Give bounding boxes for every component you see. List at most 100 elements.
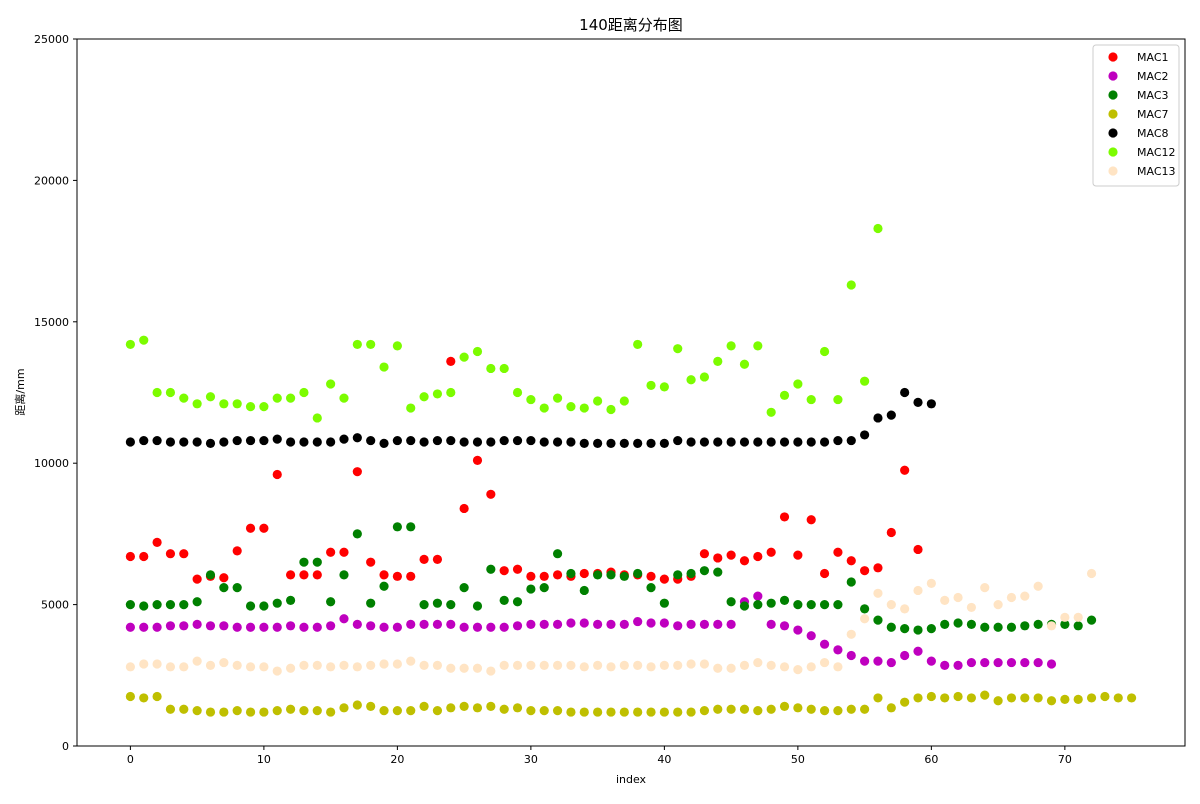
- point-mac8-46: [739, 437, 750, 447]
- point-mac8-20: [392, 435, 402, 446]
- y-tick-label-0: 0: [62, 740, 69, 753]
- point-mac2-49: [779, 621, 790, 631]
- point-mac13-30: [526, 660, 536, 671]
- point-mac2-44: [713, 619, 723, 629]
- point-mac12-50: [793, 379, 803, 389]
- point-mac12-26: [472, 346, 483, 357]
- point-mac7-35: [593, 707, 603, 717]
- point-mac2-12: [285, 621, 296, 631]
- point-mac2-14: [312, 622, 322, 632]
- point-mac8-36: [606, 438, 616, 449]
- point-mac2-52: [819, 639, 830, 649]
- legend-marker-mac7: [1108, 109, 1118, 119]
- point-mac13-8: [232, 660, 242, 671]
- point-mac1-5: [192, 574, 202, 584]
- point-mac3-17: [352, 529, 362, 539]
- point-mac13-16: [339, 660, 349, 671]
- point-mac13-43: [699, 659, 710, 669]
- point-mac13-36: [606, 662, 616, 672]
- point-mac12-30: [526, 394, 536, 405]
- point-mac1-22: [419, 554, 429, 564]
- point-mac3-46: [739, 601, 750, 611]
- point-mac13-21: [406, 656, 416, 666]
- point-mac8-38: [633, 438, 643, 449]
- point-mac12-27: [486, 363, 496, 374]
- point-mac1-17: [352, 467, 362, 477]
- point-mac13-12: [285, 663, 296, 673]
- point-mac3-23: [432, 598, 443, 608]
- point-mac8-27: [486, 437, 496, 447]
- point-mac12-4: [179, 393, 189, 403]
- point-mac2-23: [432, 619, 443, 629]
- point-mac3-2: [152, 600, 162, 610]
- point-mac8-44: [713, 437, 723, 447]
- point-mac13-72: [1086, 568, 1097, 579]
- point-mac7-10: [259, 707, 269, 717]
- legend-label-mac13: MAC13: [1137, 165, 1176, 178]
- point-mac13-24: [446, 663, 456, 673]
- point-mac2-50: [793, 625, 803, 635]
- y-tick-label-1: 5000: [41, 599, 69, 612]
- x-tick-label-2: 20: [390, 753, 404, 766]
- point-mac12-15: [326, 379, 336, 389]
- point-mac13-40: [659, 660, 669, 671]
- point-mac12-37: [619, 396, 629, 406]
- point-mac8-53: [833, 435, 843, 446]
- point-mac7-63: [966, 693, 977, 703]
- point-mac2-0: [125, 622, 135, 632]
- point-mac8-22: [419, 437, 429, 447]
- point-mac7-7: [219, 707, 229, 717]
- legend: MAC1 MAC2 MAC3 MAC7 MAC8 MAC12 MAC13: [1092, 44, 1180, 187]
- point-mac13-4: [179, 662, 189, 672]
- point-mac3-38: [633, 568, 643, 579]
- point-mac3-68: [1033, 619, 1043, 629]
- point-mac13-7: [219, 657, 229, 668]
- point-mac13-45: [726, 663, 736, 673]
- series-mac2: [125, 591, 1057, 671]
- point-mac12-5: [192, 399, 202, 409]
- point-mac8-12: [285, 437, 296, 447]
- point-mac13-20: [392, 659, 402, 669]
- point-mac13-70: [1060, 612, 1070, 622]
- point-mac7-29: [512, 703, 523, 713]
- y-tick-label-3: 15000: [34, 316, 69, 329]
- point-mac12-1: [139, 335, 149, 345]
- point-mac1-21: [406, 571, 416, 581]
- point-mac7-16: [339, 703, 349, 713]
- point-mac3-35: [593, 570, 603, 580]
- point-mac1-11: [272, 469, 282, 480]
- point-mac13-49: [779, 662, 790, 672]
- point-mac3-31: [539, 583, 549, 593]
- point-mac3-34: [579, 585, 589, 596]
- point-mac1-40: [659, 574, 669, 584]
- point-mac13-37: [619, 660, 629, 671]
- point-mac8-49: [779, 437, 790, 447]
- point-mac13-71: [1073, 612, 1083, 622]
- point-mac1-49: [779, 512, 790, 522]
- x-axis-label: index: [616, 773, 647, 786]
- point-mac3-32: [552, 549, 563, 559]
- point-mac7-4: [179, 704, 189, 714]
- point-mac2-17: [352, 619, 362, 629]
- point-mac12-54: [846, 280, 856, 290]
- point-mac3-62: [953, 618, 963, 628]
- point-mac2-40: [659, 618, 669, 628]
- point-mac8-50: [793, 437, 803, 447]
- point-mac13-52: [819, 657, 830, 668]
- point-mac12-42: [686, 375, 696, 385]
- point-mac8-47: [753, 437, 763, 447]
- point-mac3-45: [726, 597, 736, 607]
- point-mac3-44: [713, 567, 723, 577]
- point-mac7-21: [406, 706, 416, 716]
- point-mac8-33: [566, 437, 576, 447]
- point-mac3-11: [272, 598, 282, 608]
- point-mac8-15: [326, 437, 336, 447]
- point-mac13-11: [272, 666, 282, 676]
- point-mac13-1: [139, 659, 149, 669]
- point-mac2-47: [753, 591, 763, 601]
- point-mac7-71: [1073, 694, 1083, 704]
- point-mac7-34: [579, 707, 589, 717]
- point-mac12-45: [726, 341, 736, 351]
- point-mac2-54: [846, 650, 856, 661]
- point-mac3-72: [1086, 615, 1097, 625]
